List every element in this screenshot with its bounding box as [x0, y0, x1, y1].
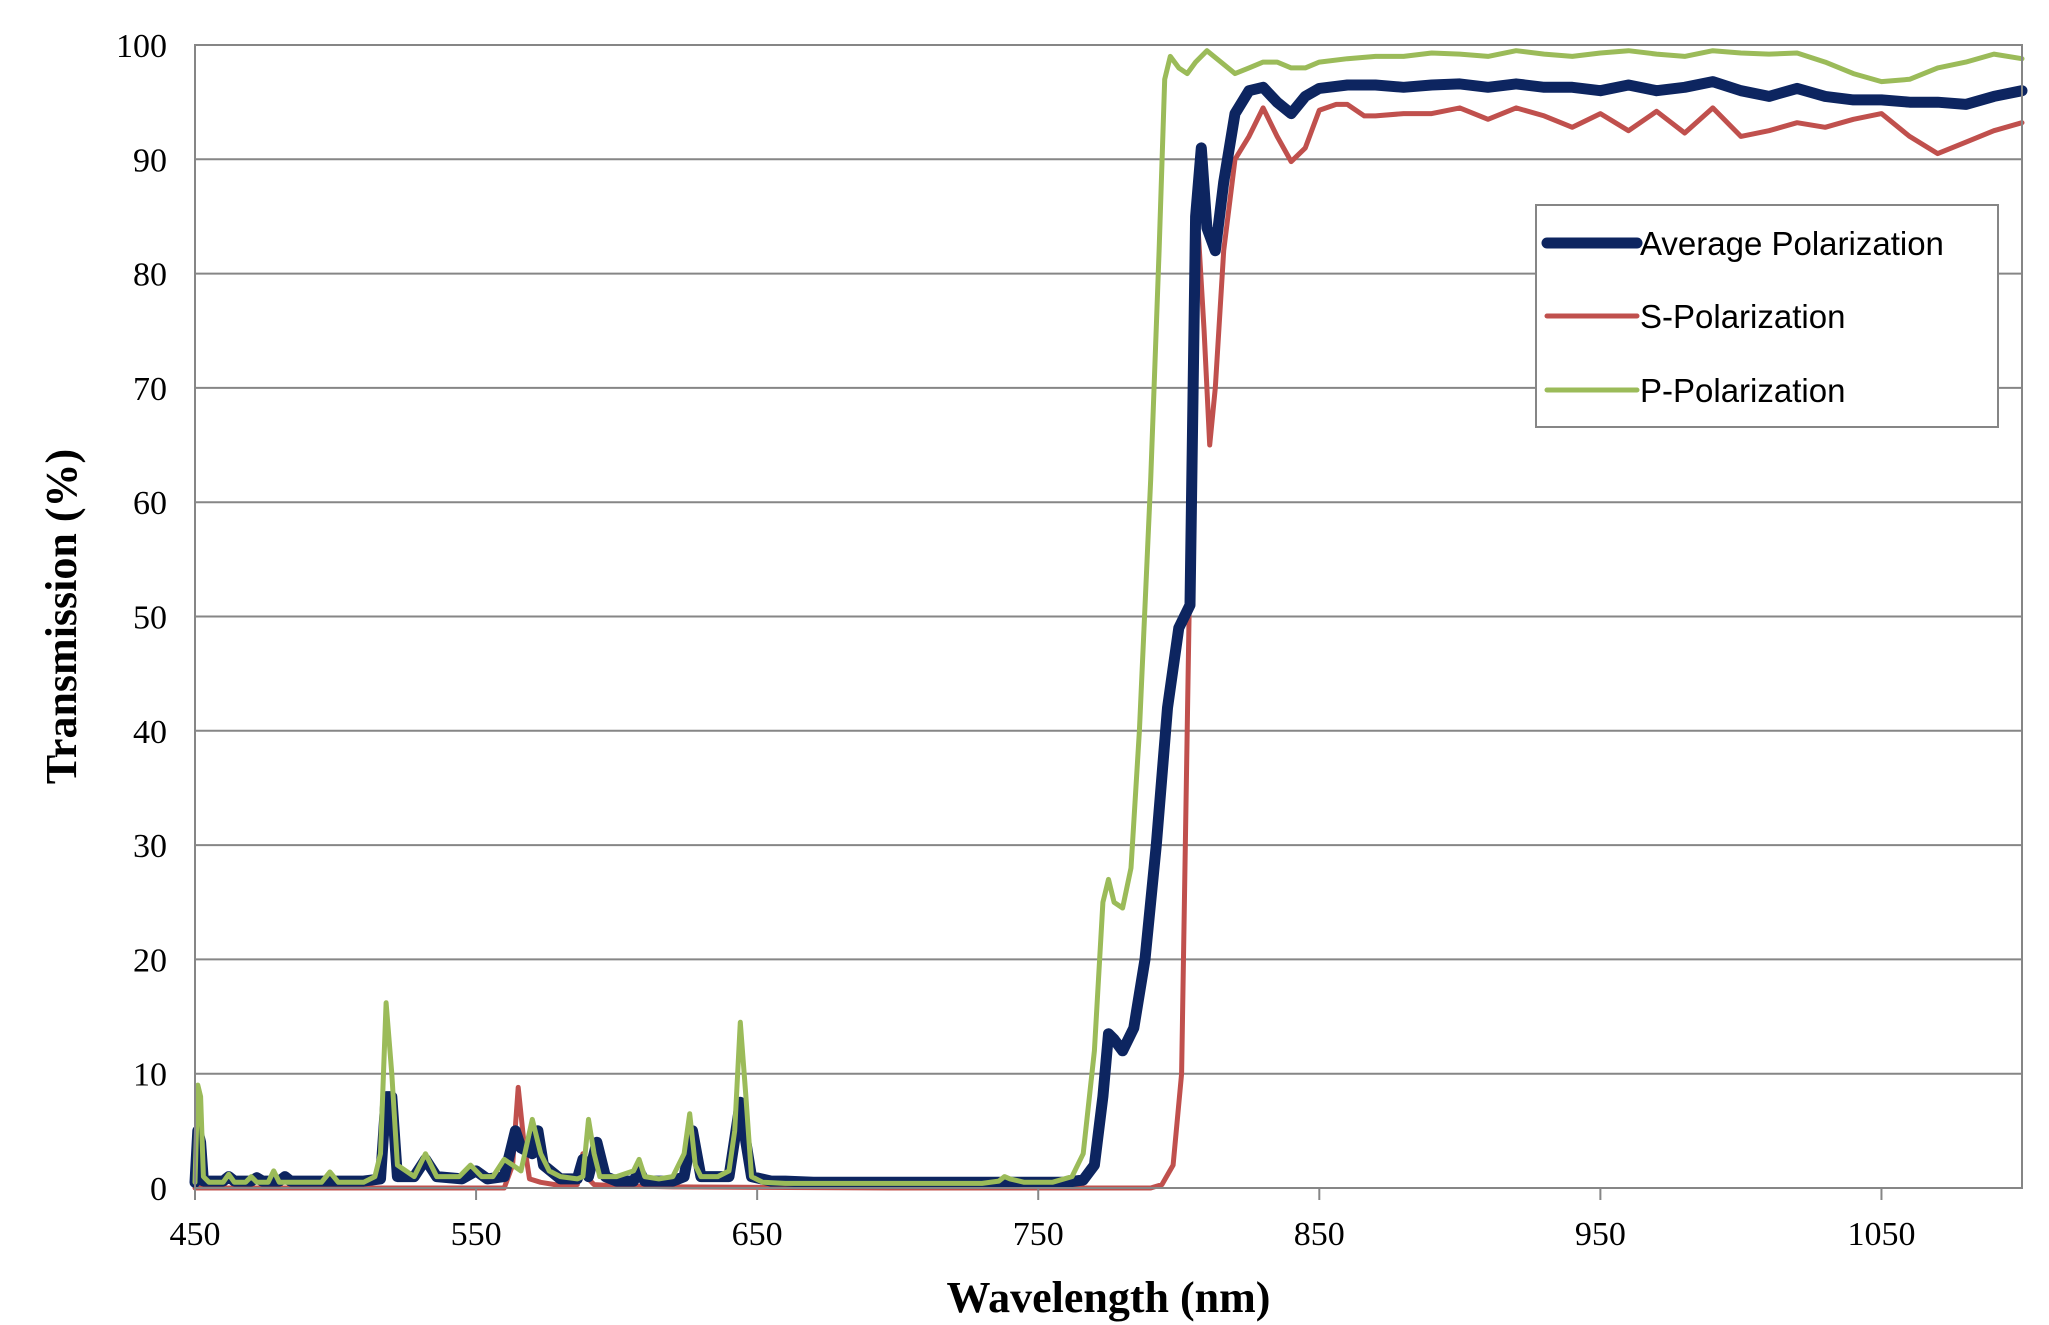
y-tick-label: 90 [133, 142, 167, 179]
x-tick-label: 450 [170, 1216, 221, 1253]
legend-label: Average Polarization [1640, 225, 1944, 262]
legend-label: S-Polarization [1640, 298, 1845, 335]
y-axis-ticks: 0 10 20 30 40 50 60 70 80 90 100 [116, 28, 167, 1208]
y-tick-label: 0 [150, 1171, 167, 1208]
plot-area-frame [194, 44, 2023, 1189]
x-tick-label: 1050 [1847, 1216, 1915, 1253]
x-tick-label: 950 [1575, 1216, 1626, 1253]
legend-label: P-Polarization [1640, 372, 1845, 409]
y-tick-label: 50 [133, 600, 167, 637]
series-line-p-polarization [192, 48, 2025, 1186]
y-axis-title: Transmission (%) [37, 449, 86, 784]
y-tick-label: 20 [133, 942, 167, 979]
series-layer [189, 48, 2028, 1191]
y-tick-label: 100 [116, 28, 167, 65]
y-tick-label: 80 [133, 257, 167, 294]
x-tick-label: 650 [732, 1216, 783, 1253]
y-tick-label: 70 [133, 371, 167, 408]
x-axis-ticks: 450 550 650 750 850 950 1050 [170, 1188, 1915, 1253]
y-tick-label: 40 [133, 714, 167, 751]
y-tick-label: 10 [133, 1057, 167, 1094]
y-tick-label: 30 [133, 828, 167, 865]
x-axis-title: Wavelength (nm) [947, 1273, 1271, 1322]
x-tick-label: 850 [1294, 1216, 1345, 1253]
y-tick-label: 60 [133, 485, 167, 522]
x-tick-label: 750 [1013, 1216, 1064, 1253]
x-tick-label: 550 [451, 1216, 502, 1253]
legend: Average Polarization S-Polarization P-Pola… [1535, 204, 1999, 428]
